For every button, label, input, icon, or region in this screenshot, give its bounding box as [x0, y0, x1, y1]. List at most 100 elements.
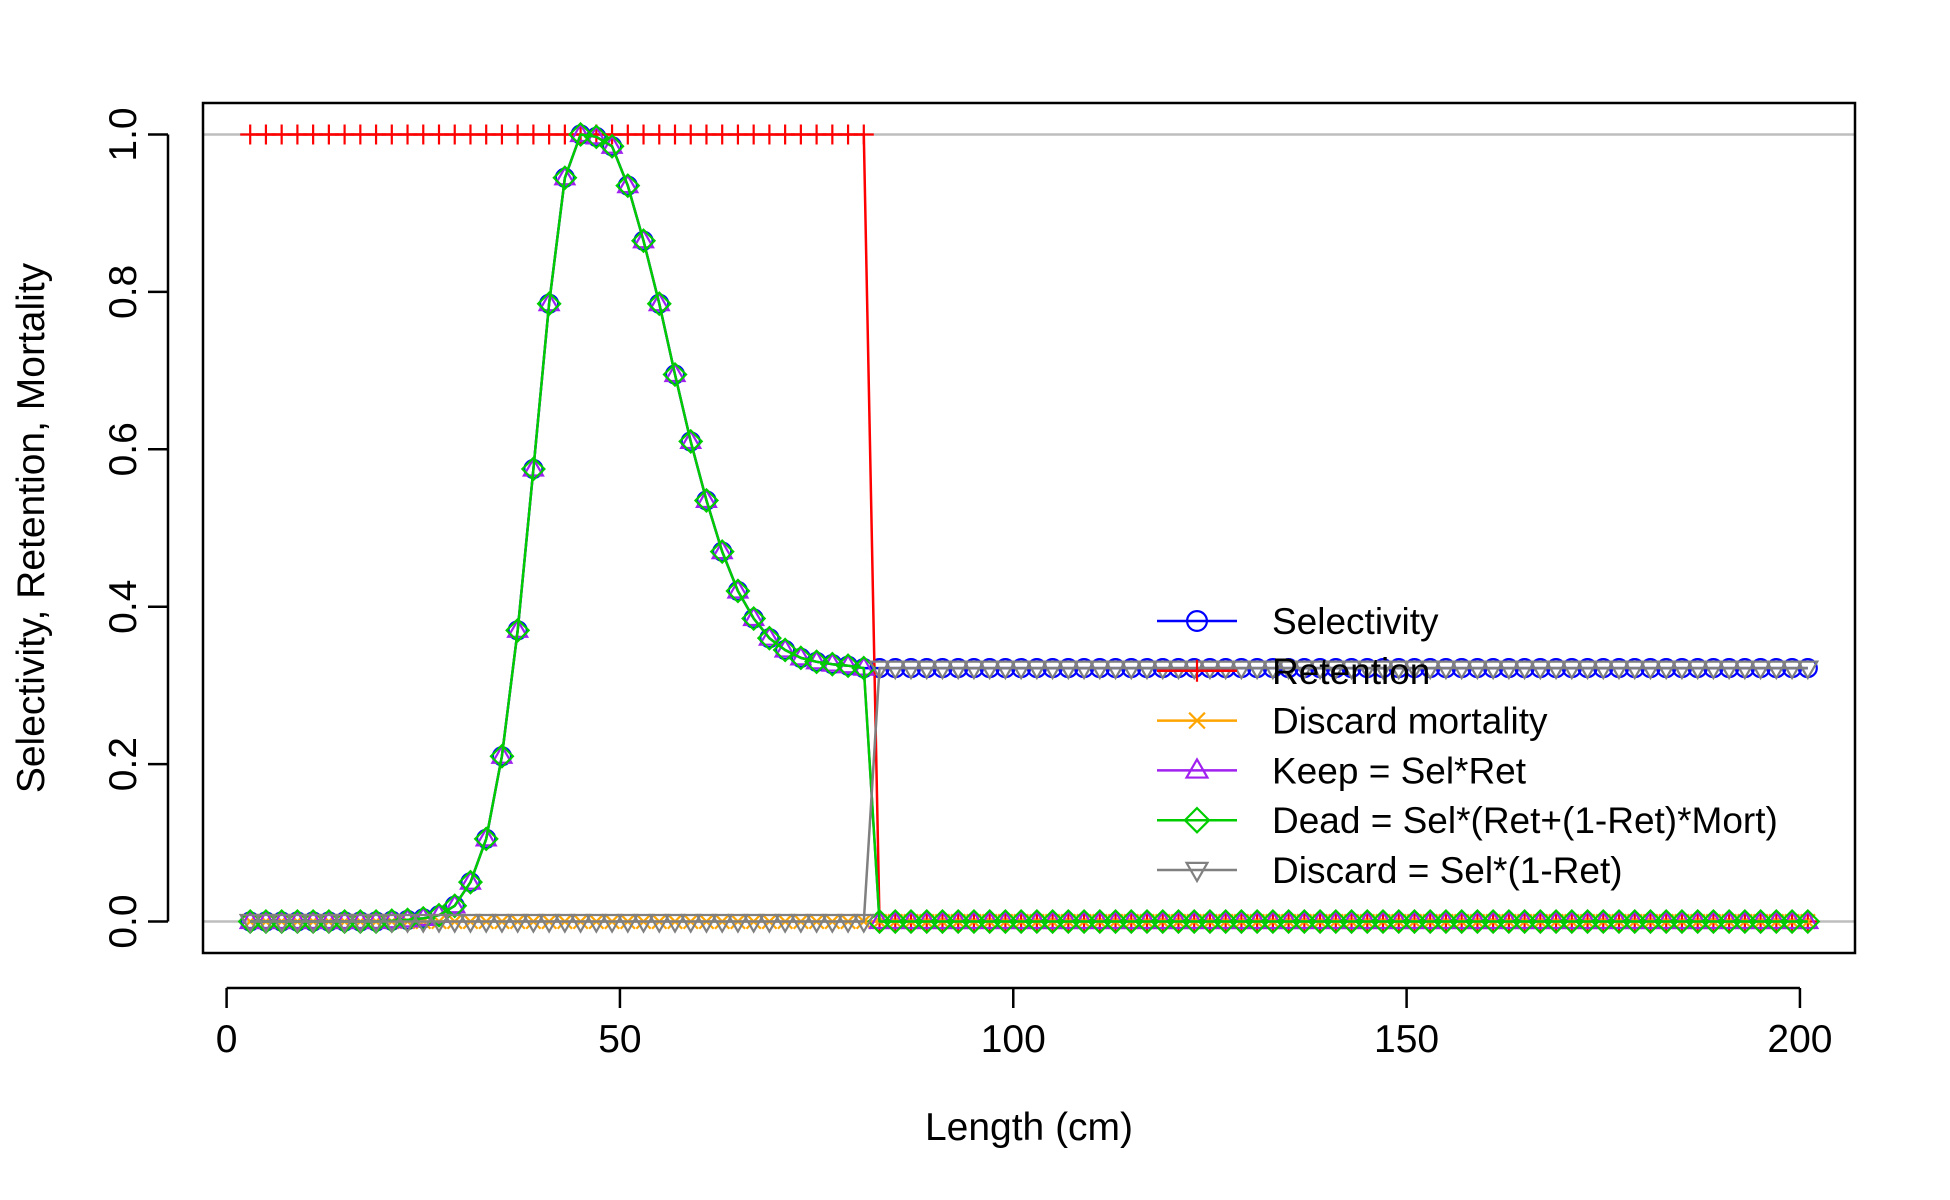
- point-disc-61: [695, 913, 718, 934]
- series-layer: [237, 121, 1821, 935]
- legend-entry-sel: Selectivity: [1157, 601, 1439, 642]
- point-dead-61: [693, 487, 720, 514]
- axes: 0 50 100 150 200 0.0 0.2 0.4 0.6 0.8 1.0: [102, 107, 1832, 1061]
- point-keep-165: [1513, 909, 1537, 930]
- point-disc-185: [1670, 660, 1694, 681]
- point-disc-65: [726, 913, 750, 934]
- point-disc-5: [254, 913, 278, 934]
- point-disc-75: [805, 913, 829, 934]
- point-keep-63: [710, 539, 734, 560]
- point-disc-175: [1591, 660, 1615, 681]
- point-dead-53: [630, 228, 657, 254]
- point-disc-29: [443, 913, 467, 934]
- point-disc-63: [710, 913, 734, 934]
- point-disc-199: [1780, 660, 1804, 681]
- point-dead-67: [741, 605, 767, 632]
- point-keep-87: [899, 909, 923, 930]
- point-keep-105: [1041, 909, 1065, 930]
- point-dead-55: [646, 291, 672, 317]
- point-disc-77: [820, 913, 844, 934]
- point-disc-189: [1701, 660, 1725, 681]
- point-disc-193: [1733, 660, 1757, 681]
- legend-marker: [1186, 659, 1208, 682]
- point-dead-73: [788, 645, 814, 671]
- point-disc-45: [569, 913, 593, 934]
- y-tick-label: 0.2: [102, 737, 145, 791]
- point-disc-105: [1041, 660, 1065, 681]
- point-dead-29: [442, 893, 468, 919]
- point-keep-57: [663, 362, 687, 383]
- legend-entry-mort: Discard mortality: [1157, 701, 1548, 742]
- point-keep-61: [695, 488, 718, 509]
- point-disc-191: [1717, 660, 1741, 681]
- point-disc-13: [317, 913, 341, 934]
- point-dead-69: [756, 625, 782, 651]
- point-disc-117: [1135, 660, 1159, 681]
- point-keep-167: [1528, 909, 1552, 930]
- point-disc-173: [1576, 660, 1599, 681]
- y-axis: 0.0 0.2 0.4 0.6 0.8 1.0: [102, 107, 170, 949]
- x-tick-label: 200: [1767, 1018, 1832, 1061]
- point-keep-197: [1764, 909, 1788, 930]
- point-disc-151: [1403, 660, 1426, 681]
- legend-marker: [1184, 757, 1210, 779]
- point-keep-191: [1717, 909, 1741, 930]
- point-dead-35: [489, 743, 515, 769]
- point-disc-59: [679, 913, 703, 934]
- point-disc-47: [584, 913, 608, 934]
- point-keep-119: [1151, 909, 1175, 930]
- point-keep-117: [1135, 909, 1159, 930]
- point-keep-107: [1056, 909, 1080, 930]
- point-disc-195: [1749, 660, 1773, 681]
- point-keep-121: [1167, 909, 1190, 930]
- legend-entry-dead: Dead = Sel*(Ret+(1-Ret)*Mort): [1157, 800, 1778, 841]
- legend-entry-ret: Retention: [1157, 651, 1430, 692]
- point-keep-133: [1261, 909, 1285, 930]
- point-keep-189: [1701, 909, 1725, 930]
- point-disc-23: [396, 913, 419, 934]
- point-disc-15: [333, 913, 357, 934]
- point-disc-11: [301, 913, 325, 934]
- x-tick-label: 0: [216, 1018, 238, 1061]
- point-keep-129: [1229, 909, 1253, 930]
- plot-frame: [201, 101, 1857, 955]
- point-disc-93: [946, 660, 970, 681]
- point-disc-19: [364, 913, 388, 934]
- point-keep-53: [632, 228, 655, 249]
- point-keep-199: [1780, 909, 1804, 930]
- series-line-disc: [250, 666, 1808, 923]
- legend-marker: [1185, 609, 1208, 632]
- point-disc-139: [1308, 660, 1332, 681]
- y-tick-label: 1.0: [102, 107, 145, 161]
- point-keep-141: [1324, 909, 1348, 930]
- point-keep-147: [1371, 909, 1395, 930]
- point-disc-69: [757, 913, 781, 934]
- point-disc-71: [773, 913, 797, 934]
- point-disc-161: [1481, 660, 1505, 681]
- point-disc-33: [474, 913, 498, 934]
- point-disc-27: [427, 913, 451, 934]
- point-dead-201: [1795, 908, 1821, 935]
- point-keep-143: [1340, 909, 1363, 930]
- point-keep-33: [474, 826, 498, 847]
- point-keep-69: [757, 625, 781, 646]
- point-keep-55: [647, 291, 671, 312]
- point-dead-27: [426, 902, 452, 928]
- point-disc-107: [1056, 660, 1080, 681]
- point-keep-17: [348, 909, 372, 930]
- point-keep-153: [1418, 909, 1442, 930]
- point-keep-65: [726, 578, 750, 599]
- point-disc-9: [285, 913, 309, 934]
- point-keep-179: [1623, 909, 1647, 930]
- point-disc-41: [537, 913, 561, 934]
- point-dead-43: [552, 165, 578, 191]
- point-dead-65: [725, 578, 751, 604]
- x-tick-label: 100: [981, 1018, 1046, 1061]
- point-disc-95: [962, 660, 986, 681]
- point-disc-197: [1764, 660, 1788, 681]
- point-disc-181: [1639, 660, 1662, 681]
- point-disc-55: [647, 913, 671, 934]
- legend-marker: [1188, 711, 1206, 730]
- point-disc-109: [1072, 660, 1096, 681]
- point-keep-125: [1198, 909, 1222, 930]
